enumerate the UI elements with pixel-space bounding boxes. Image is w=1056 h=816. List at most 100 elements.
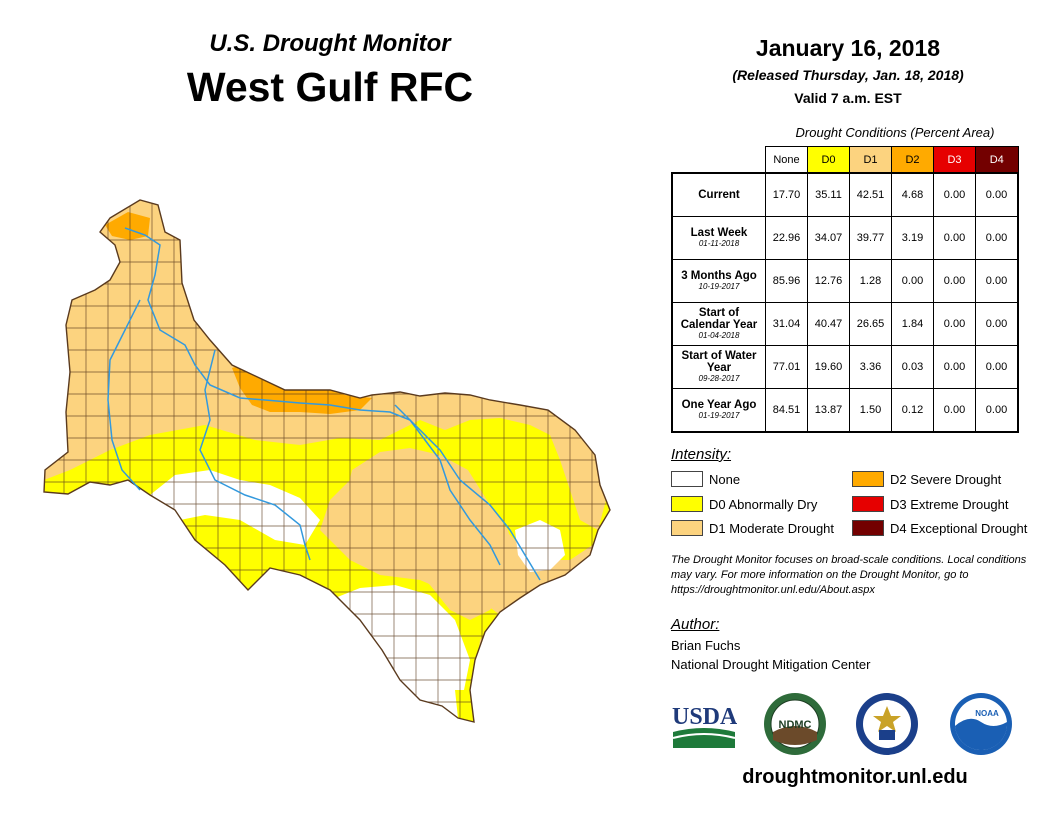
legend-swatch-d3	[852, 496, 884, 512]
legend-swatch-d4	[852, 520, 884, 536]
row-label: Current	[671, 172, 766, 217]
table-cell: 0.00	[975, 172, 1019, 217]
table-cell: 0.00	[933, 216, 976, 260]
table-cell: 22.96	[765, 216, 808, 260]
row-label: Start of Water Year 09-28-2017	[671, 345, 766, 389]
author-organization: National Drought Mitigation Center	[671, 657, 871, 672]
row-date: 01-04-2018	[698, 331, 740, 340]
legend-item-d1: D1 Moderate Drought	[671, 519, 834, 537]
legend-swatch-d1	[671, 520, 703, 536]
table-cell: 3.19	[891, 216, 934, 260]
column-header-none: None	[765, 146, 808, 174]
table-cell: 77.01	[765, 345, 808, 389]
table-cell: 1.28	[849, 259, 892, 303]
row-label-text: 3 Months Ago	[681, 270, 757, 282]
table-header-row: None D0 D1 D2 D3 D4	[672, 146, 1019, 174]
table-cell: 0.00	[933, 172, 976, 217]
map-subtitle: U.S. Drought Monitor	[209, 30, 451, 57]
table-row: Current 17.70 35.11 42.51 4.68 0.00 0.00	[671, 172, 1019, 217]
row-date: 10-19-2017	[698, 282, 740, 291]
table-cell: 26.65	[849, 302, 892, 346]
legend-item-none: None	[671, 470, 740, 488]
legend-label-d4: D4 Exceptional Drought	[890, 520, 1028, 536]
river-brazos	[107, 299, 141, 491]
row-label-text: Current	[698, 189, 740, 201]
table-caption: Drought Conditions (Percent Area)	[795, 125, 995, 140]
drought-map	[43, 199, 611, 723]
legend-swatch-d2	[852, 471, 884, 487]
column-header-d2: D2	[891, 146, 934, 174]
legend-item-d3: D3 Extreme Drought	[852, 495, 1009, 513]
legend-label-d0: D0 Abnormally Dry	[709, 496, 818, 512]
table-cell: 0.00	[891, 259, 934, 303]
ndmc-logo-text: NDMC	[779, 719, 812, 731]
row-label: Start of Calendar Year 01-04-2018	[671, 302, 766, 346]
table-cell: 12.76	[807, 259, 850, 303]
table-cell: 19.60	[807, 345, 850, 389]
table-cell: 42.51	[849, 172, 892, 217]
table-cell: 0.00	[975, 259, 1019, 303]
table-cell: 85.96	[765, 259, 808, 303]
legend-label-d2: D2 Severe Drought	[890, 471, 1002, 487]
table-cell: 40.47	[807, 302, 850, 346]
rivers	[107, 227, 541, 581]
table-cell: 0.03	[891, 345, 934, 389]
usda-logo: USDA	[672, 704, 737, 748]
legend-item-d2: D2 Severe Drought	[852, 470, 1001, 488]
table-cell: 0.00	[975, 345, 1019, 389]
table-cell: 0.00	[933, 345, 976, 389]
author-name: Brian Fuchs	[671, 638, 741, 653]
noaa-logo: NOAA	[950, 693, 1012, 755]
table-row: One Year Ago 01-19-2017 84.51 13.87 1.50 0.12…	[671, 388, 1019, 433]
legend-item-d4: D4 Exceptional Drought	[852, 519, 1027, 537]
table-cell: 0.00	[933, 259, 976, 303]
table-cell: 39.77	[849, 216, 892, 260]
disclaimer-note: The Drought Monitor focuses on broad-sca…	[671, 554, 1027, 596]
table-row: Start of Water Year 09-28-2017 77.01 19.60 3…	[671, 345, 1019, 389]
noaa-logo-text: NOAA	[975, 709, 999, 718]
table-row: Last Week 01-11-2018 22.96 34.07 39.77 3.19 0.…	[671, 216, 1019, 260]
table-cell: 35.11	[807, 172, 850, 217]
table-cell: 31.04	[765, 302, 808, 346]
drought-shading	[44, 200, 610, 722]
legend-swatch-none	[671, 471, 703, 487]
table-cell: 0.00	[933, 302, 976, 346]
table-cell: 84.51	[765, 388, 808, 433]
table-cell: 0.00	[975, 302, 1019, 346]
column-header-d0: D0	[807, 146, 850, 174]
river-colorado	[199, 349, 311, 561]
table-cell: 0.12	[891, 388, 934, 433]
author-heading: Author:	[671, 616, 720, 633]
row-label-text: Last Week	[690, 227, 748, 239]
column-header-d4: D4	[975, 146, 1019, 174]
legend-label-d3: D3 Extreme Drought	[890, 496, 1009, 512]
row-date: 09-28-2017	[698, 374, 740, 383]
river-canadian-red	[124, 227, 501, 566]
row-date: 01-11-2018	[698, 239, 740, 248]
column-header-d1: D1	[849, 146, 892, 174]
table-row: Start of Calendar Year 01-04-2018 31.04 40.…	[671, 302, 1019, 346]
row-label-text: Start of Water Year	[681, 350, 757, 374]
map-title: West Gulf RFC	[186, 64, 474, 110]
row-label-text: One Year Ago	[681, 399, 757, 411]
column-header-d3: D3	[933, 146, 976, 174]
valid-time: Valid 7 a.m. EST	[794, 90, 902, 106]
table-cell: 1.84	[891, 302, 934, 346]
website-link[interactable]: droughtmonitor.unl.edu	[742, 766, 968, 788]
row-date: 01-19-2017	[698, 411, 740, 420]
table-cell: 17.70	[765, 172, 808, 217]
table-cell: 0.00	[933, 388, 976, 433]
region-outline	[43, 199, 611, 723]
table-cell: 3.36	[849, 345, 892, 389]
table-corner	[672, 147, 766, 174]
row-label: 3 Months Ago 10-19-2017	[671, 259, 766, 303]
table-cell: 0.00	[975, 388, 1019, 433]
commerce-seal-logo	[856, 693, 918, 755]
row-label: Last Week 01-11-2018	[671, 216, 766, 260]
table-cell: 1.50	[849, 388, 892, 433]
river-trinity	[394, 404, 541, 581]
usda-logo-text: USDA	[672, 704, 737, 730]
legend-label-d1: D1 Moderate Drought	[709, 520, 835, 536]
legend-swatch-d0	[671, 496, 703, 512]
table-row: 3 Months Ago 10-19-2017 85.96 12.76 1.28 0.00…	[671, 259, 1019, 303]
